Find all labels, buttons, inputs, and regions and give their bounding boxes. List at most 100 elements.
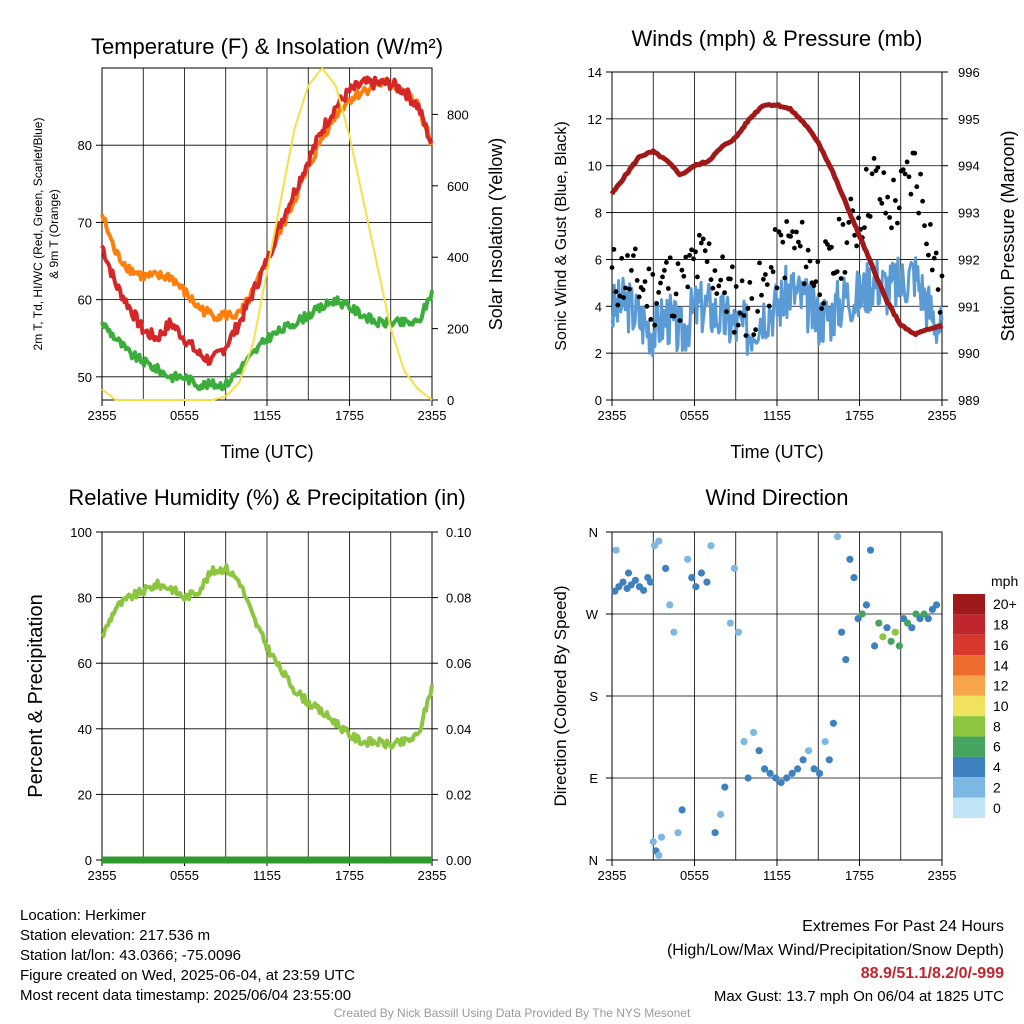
rh-ytick-right-label: 0.08 (446, 591, 471, 606)
wind-gust-point (629, 268, 634, 273)
info-elevation: Station elevation: 217.536 m (20, 927, 211, 944)
dir-point (833, 533, 842, 541)
wind-gust-point (722, 290, 727, 296)
wind-gust-point (912, 150, 918, 156)
wind-gust-point (697, 232, 702, 238)
rh-series-humidity (101, 563, 434, 750)
temp-ytick-label: 50 (78, 370, 92, 385)
dir-point (670, 628, 678, 636)
wind-gust-point (931, 255, 937, 261)
wind-ytick-label: 4 (595, 299, 602, 314)
dir-point (657, 833, 666, 841)
dir-point (721, 783, 729, 791)
wind-gust-point (926, 252, 931, 258)
temp-ytick-label: 60 (78, 293, 92, 308)
wind-gust-point (632, 246, 638, 252)
rh-ytick-right-label: 0.04 (446, 722, 471, 737)
wind-gust-point (741, 313, 747, 318)
colorbar-swatch (953, 716, 985, 737)
wind-gust-point (685, 284, 691, 290)
dir-xtick-label: 1755 (845, 868, 874, 883)
wind-gust-point (885, 194, 890, 200)
colorbar-swatch (953, 614, 985, 635)
wind-gust-point (792, 245, 797, 251)
colorbar-swatch (953, 634, 985, 656)
wind-gust-point (842, 270, 848, 275)
wind-gust-point (673, 291, 679, 297)
dir-point (788, 769, 796, 778)
temp-series-td (100, 289, 434, 392)
wind-gust-point (896, 205, 902, 211)
wind-gust-point (881, 170, 887, 176)
dir-point (662, 564, 670, 573)
rh-ytick-label: 20 (78, 787, 92, 802)
dir-point (711, 829, 719, 837)
colorbar-swatch (953, 797, 985, 818)
wind-gust-point (829, 244, 834, 250)
dir-point (655, 851, 663, 860)
rh-xtick-label: 1155 (253, 868, 281, 883)
wind-gust-point (902, 171, 908, 177)
wind-gust-point (724, 309, 729, 315)
dir-xtick-label: 2355 (598, 868, 627, 883)
wind-gust-point (887, 215, 892, 220)
wind-gust-point (609, 265, 615, 270)
dir-point (651, 542, 659, 550)
wind-gust-point (627, 286, 632, 292)
wind-gust-point (895, 220, 900, 226)
info-recent: Most recent data timestamp: 2025/06/04 2… (20, 987, 352, 1004)
wind-ytick-right-label: 995 (958, 112, 980, 127)
rh-title: Relative Humidity (%) & Precipitation (i… (68, 485, 465, 510)
wind-gust-point (687, 252, 692, 258)
wind-gust-point (660, 274, 665, 280)
wind-gust-point (883, 210, 889, 216)
wind-gust-point (623, 285, 628, 291)
wind-gust-point (937, 310, 943, 315)
dir-point (816, 769, 824, 778)
wind-gust-point (652, 322, 658, 328)
temp-ytick-right-label: 600 (447, 179, 469, 194)
wind-gust-point (801, 281, 807, 287)
rh-ytick-right-label: 0.10 (446, 525, 471, 540)
wind-gust-point (695, 274, 700, 280)
wind-gust-point (613, 289, 619, 295)
wind-gust-point (625, 253, 630, 258)
dir-point (674, 829, 682, 837)
dir-xtick-label: 1155 (763, 868, 791, 883)
wind-gust-point (689, 247, 694, 253)
dir-point (697, 569, 706, 577)
wind-gust-point (745, 306, 751, 311)
dir-point (883, 624, 891, 632)
wind-gust-point (838, 276, 844, 281)
colorbar-label: 14 (993, 657, 1009, 673)
wind-gust-point (778, 232, 784, 238)
wind-gust-point (751, 332, 757, 337)
wind-gust-point (617, 293, 623, 299)
dir-point (887, 637, 895, 645)
wind-gust-point (704, 259, 710, 265)
dir-point (879, 633, 887, 641)
temp-series-solar-insolation (101, 67, 433, 401)
wind-gust-point (782, 275, 788, 281)
rh-ytick-right-label: 0.02 (446, 787, 471, 802)
dir-point (717, 810, 725, 819)
wind-gust-point (799, 219, 805, 225)
wind-gust-point (825, 242, 830, 247)
wind-gust-point (854, 243, 859, 249)
wind-gust-point (869, 171, 875, 177)
wind-gust-point (928, 222, 933, 227)
wind-gust-point (856, 215, 861, 221)
wind-gust-point (761, 276, 766, 282)
wind-gust-point (763, 272, 768, 277)
temp-ytick-right-label: 800 (447, 107, 469, 122)
dir-point (755, 747, 763, 755)
wind-gust-point (840, 222, 846, 227)
wind-gust-point (819, 306, 824, 311)
wind-gust-point (844, 240, 850, 246)
dir-ytick-label: S (589, 689, 598, 704)
dir-point (932, 601, 941, 609)
colorbar-swatch (953, 695, 985, 717)
dir-point (646, 578, 655, 586)
colorbar-label: 10 (993, 698, 1009, 714)
wind-gust-point (821, 301, 826, 306)
